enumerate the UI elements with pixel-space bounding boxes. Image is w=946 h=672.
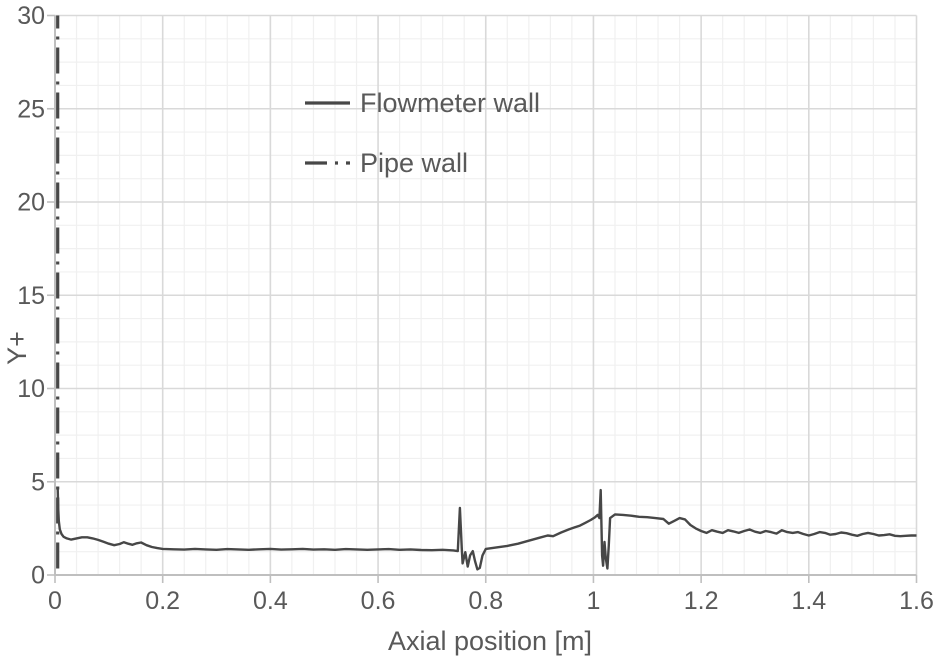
x-tick-label: 1.4 [791,587,826,615]
x-tick-label: 0.4 [253,587,288,615]
y-tick-label: 10 [17,375,45,403]
legend [305,101,350,165]
y-tick-label: 5 [31,468,45,496]
x-tick-label: 1.2 [684,587,719,615]
x-tick-label: 0.6 [361,587,396,615]
y-tick-label: 25 [17,95,45,123]
x-axis-title: Axial position [m] [388,626,592,656]
y-tick-label: 30 [17,2,45,30]
legend-label: Flowmeter wall [360,88,540,118]
series-line-flowmeter-wall [56,488,917,571]
tick-marks [47,14,918,583]
x-tick-label: 0 [48,587,62,615]
major-gridlines [55,14,918,575]
y-tick-label: 20 [17,189,45,217]
x-tick-label: 0.2 [145,587,180,615]
series-group [56,15,917,571]
y-tick-label: 15 [17,282,45,310]
x-tick-label: 0.8 [468,587,503,615]
y-tick-label: 0 [31,562,45,590]
legend-label: Pipe wall [360,148,468,178]
x-tick-label: 1.6 [899,587,934,615]
y-axis-title: Y+ [2,331,32,365]
x-tick-label: 1 [586,587,600,615]
